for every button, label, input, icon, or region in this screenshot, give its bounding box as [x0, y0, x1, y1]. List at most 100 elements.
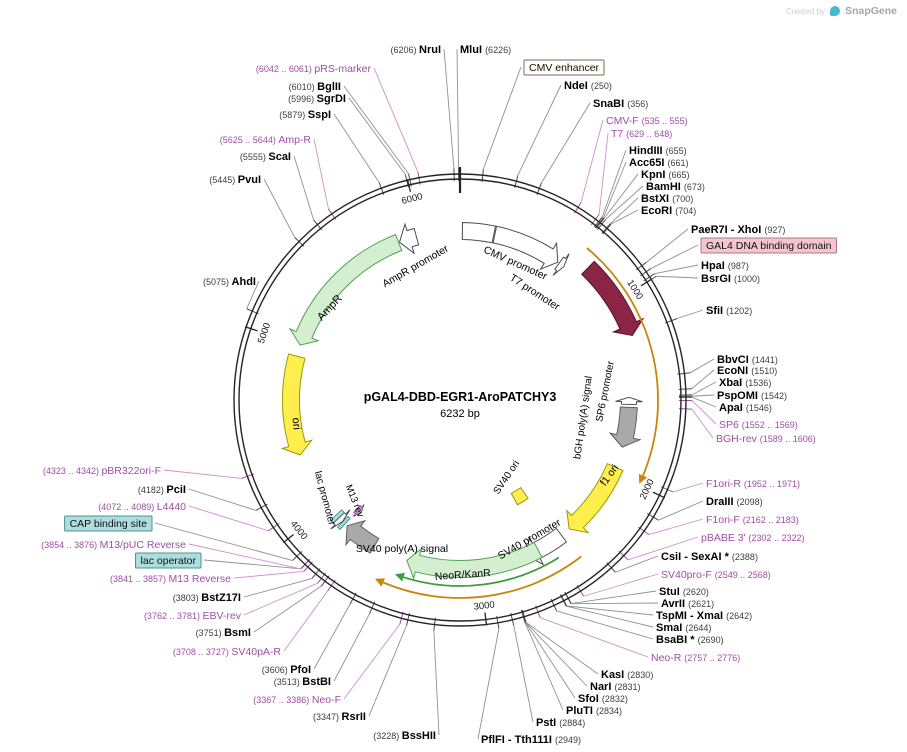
- site-label-ebv-rev[interactable]: (3762 .. 3781) EBV-rev: [144, 610, 242, 622]
- feature-t7-promoter[interactable]: [552, 253, 570, 276]
- site-label-f1ori-f[interactable]: F1ori-F (2162 .. 2183): [706, 514, 799, 526]
- site-label-rsrii[interactable]: (3347) RsrII: [313, 711, 366, 723]
- site-label-cmv-f[interactable]: CMV-F (535 .. 555): [606, 115, 688, 127]
- feature-label-cmv-enhancer-label[interactable]: CMV enhancer: [529, 62, 600, 74]
- site-label-prs-marker[interactable]: (6042 .. 6061) pRS-marker: [256, 63, 372, 75]
- site-label-sspi[interactable]: (5879) SspI: [279, 109, 331, 121]
- feature-lac-operator[interactable]: [336, 515, 351, 531]
- site-label-draiii[interactable]: DraIII (2098): [706, 496, 763, 508]
- site-label-pspomi[interactable]: PspOMI (1542): [717, 390, 787, 402]
- site-label-avrii[interactable]: AvrII (2621): [661, 598, 714, 610]
- callout-line: [650, 244, 699, 269]
- feature-name-label[interactable]: SP6 promoter: [594, 360, 617, 423]
- feature-bgh-polya[interactable]: [608, 406, 642, 448]
- feature-name-label[interactable]: SV40 poly(A) signal: [356, 543, 448, 555]
- feature-ampr[interactable]: [288, 233, 403, 346]
- site-label-pcii[interactable]: (4182) PciI: [138, 484, 186, 496]
- site-label-neo-r[interactable]: Neo-R (2757 .. 2776): [651, 652, 740, 664]
- feature-cmv-promoter[interactable]: [492, 225, 559, 271]
- feature-name-label[interactable]: NeoR/KanR: [434, 567, 491, 583]
- feature-neor-kanr[interactable]: [406, 541, 543, 581]
- site-label-sfii[interactable]: SfiI (1202): [706, 305, 752, 317]
- site-label-mlui[interactable]: MluI (6226): [460, 44, 511, 56]
- site-label-sv40pro-f[interactable]: SV40pro-F (2549 .. 2568): [661, 569, 771, 581]
- site-label-amp-r[interactable]: (5625 .. 5644) Amp-R: [220, 134, 312, 146]
- site-label-neo-f[interactable]: (3367 .. 3386) Neo-F: [253, 694, 341, 706]
- feature-cmv-enhancer[interactable]: [461, 221, 497, 244]
- feature-f1-ori[interactable]: [566, 463, 624, 534]
- feature-name-label[interactable]: bGH poly(A) signal: [572, 375, 595, 460]
- site-label-sgrdi[interactable]: (5996) SgrDI: [288, 93, 346, 105]
- feature-label-box-cmv-enhancer-label[interactable]: [523, 59, 605, 76]
- site-label-bglii[interactable]: (6010) BglII: [289, 81, 341, 93]
- feature-m13-rev-primer[interactable]: [352, 504, 365, 517]
- site-label-sfoi[interactable]: SfoI (2832): [578, 693, 628, 705]
- site-label-bsshii[interactable]: (3228) BssHII: [373, 730, 436, 742]
- plasmid-size: 6232 bp: [440, 408, 480, 420]
- feature-sv40-polya[interactable]: [345, 519, 380, 554]
- feature-sv40-ori[interactable]: [510, 486, 529, 506]
- feature-gal4-dbd[interactable]: [580, 260, 645, 337]
- site-label-snabi[interactable]: SnaBI (356): [593, 98, 648, 110]
- site-label-nrui[interactable]: (6206) NruI: [390, 44, 441, 56]
- site-label-bgh-rev[interactable]: BGH-rev (1589 .. 1606): [716, 433, 816, 445]
- site-label-tspmi-xmai[interactable]: TspMI - XmaI (2642): [656, 610, 752, 622]
- site-label-pfoi[interactable]: (3606) PfoI: [262, 664, 311, 676]
- feature-label-box-cap-binding-site-label[interactable]: [64, 515, 153, 532]
- site-label-nari[interactable]: NarI (2831): [590, 681, 640, 693]
- feature-cap-binding-site[interactable]: [329, 509, 345, 524]
- site-label-bstz17i[interactable]: (3803) BstZ17I: [173, 592, 241, 604]
- site-label-kpni[interactable]: KpnI (665): [641, 169, 690, 181]
- feature-label-lac-operator-label[interactable]: lac operator: [141, 555, 197, 567]
- site-label-acc65i[interactable]: Acc65I (661): [629, 157, 689, 169]
- feature-label-box-lac-operator-label[interactable]: [135, 552, 202, 569]
- feature-label-gal4-dbd-label[interactable]: GAL4 DNA binding domain: [706, 240, 832, 252]
- site-label-psti[interactable]: PstI (2884): [536, 717, 585, 729]
- site-label-sv40pa-r[interactable]: (3708 .. 3727) SV40pA-R: [173, 646, 282, 658]
- feature-orf-right[interactable]: [586, 247, 659, 477]
- feature-orf-bottom-outer[interactable]: [382, 555, 582, 599]
- site-label-stui[interactable]: StuI (2620): [659, 586, 709, 598]
- site-label-bsabi[interactable]: BsaBI * (2690): [656, 634, 724, 646]
- site-label-pvui[interactable]: (5445) PvuI: [209, 174, 261, 186]
- site-label-f1ori-r[interactable]: F1ori-R (1952 .. 1971): [706, 478, 800, 490]
- feature-label-cap-binding-site-label[interactable]: CAP binding site: [70, 518, 148, 530]
- site-label-apai[interactable]: ApaI (1546): [719, 402, 772, 414]
- site-label-bstxi[interactable]: BstXI (700): [641, 193, 693, 205]
- site-label-bsmi[interactable]: (3751) BsmI: [196, 627, 251, 639]
- site-label-bstbi[interactable]: (3513) BstBI: [274, 676, 331, 688]
- feature-ori[interactable]: [280, 353, 314, 456]
- site-label-bbvci[interactable]: BbvCI (1441): [717, 354, 778, 366]
- site-label-pluti[interactable]: PluTI (2834): [566, 705, 622, 717]
- site-label-kasi[interactable]: KasI (2830): [601, 669, 653, 681]
- site-label-xbai[interactable]: XbaI (1536): [719, 377, 771, 389]
- site-label-scai[interactable]: (5555) ScaI: [240, 151, 291, 163]
- site-label-pflfi-tth111i[interactable]: PflFI - Tth111I (2949): [481, 734, 581, 746]
- feature-name-label[interactable]: ori: [289, 417, 302, 430]
- site-label-pbr322ori-f[interactable]: (4323 .. 4342) pBR322ori-F: [43, 465, 161, 477]
- site-label-sp6[interactable]: SP6 (1552 .. 1569): [719, 419, 798, 431]
- callout-line: [571, 602, 659, 605]
- callout-line: [556, 610, 654, 640]
- site-label-paer7i-xhoi[interactable]: PaeR7I - XhoI (927): [691, 224, 785, 236]
- feature-name-label[interactable]: lac promoter: [312, 470, 337, 527]
- site-label-bsrgi[interactable]: BsrGI (1000): [701, 273, 760, 285]
- site-label-ahdi[interactable]: (5075) AhdI: [203, 276, 256, 288]
- site-label-bamhi[interactable]: BamHI (673): [646, 181, 705, 193]
- site-label-m13-reverse[interactable]: (3841 .. 3857) M13 Reverse: [110, 573, 231, 585]
- site-label-pbabe-3[interactable]: pBABE 3' (2302 .. 2322): [701, 532, 805, 544]
- site-label-smai[interactable]: SmaI (2644): [656, 622, 711, 634]
- feature-orf-bottom-inner[interactable]: [403, 556, 560, 587]
- site-label-econi[interactable]: EcoNI (1510): [717, 365, 777, 377]
- site-label-ecori[interactable]: EcoRI (704): [641, 205, 696, 217]
- feature-sp6-promoter[interactable]: [615, 396, 643, 406]
- site-label-m13-puc-reverse[interactable]: (3854 .. 3876) M13/pUC Reverse: [41, 539, 186, 551]
- site-label-l4440[interactable]: (4072 .. 4089) L4440: [98, 501, 186, 513]
- feature-label-box-gal4-dbd-label[interactable]: [700, 237, 837, 254]
- site-label-hindiii[interactable]: HindIII (655): [629, 145, 687, 157]
- site-label-csii-sexai[interactable]: CsiI - SexAI * (2388): [661, 551, 758, 563]
- site-label-hpai[interactable]: HpaI (987): [701, 260, 749, 272]
- site-label-ndei[interactable]: NdeI (250): [564, 80, 612, 92]
- feature-ampr-promoter[interactable]: [398, 222, 420, 255]
- site-label-t7[interactable]: T7 (629 .. 648): [611, 128, 672, 140]
